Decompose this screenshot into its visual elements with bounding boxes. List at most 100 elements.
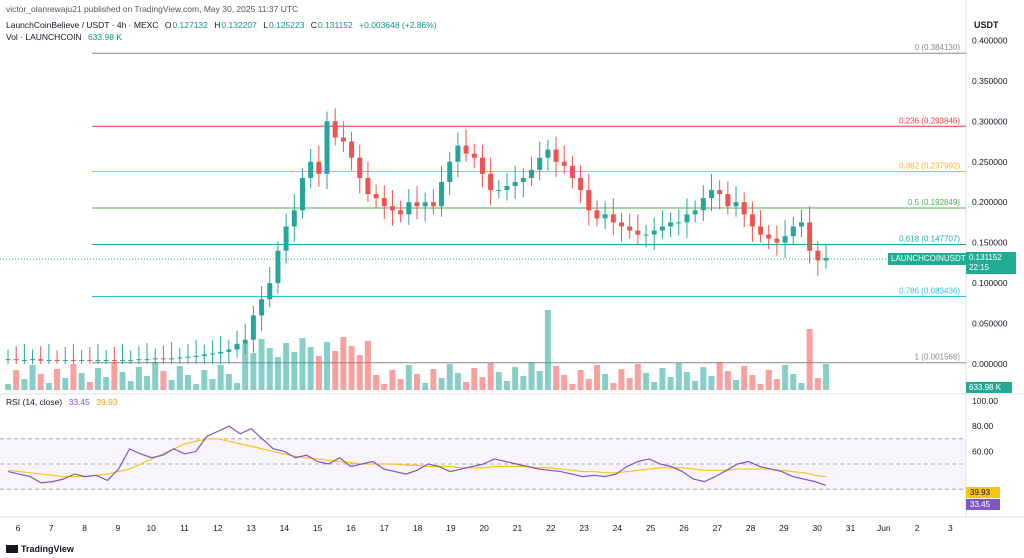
candle-body [381,198,387,207]
candle-body [160,358,166,360]
volume-bar [479,377,486,390]
volume-bar [397,379,404,390]
volume-bar [667,377,674,390]
volume-bar [54,369,61,390]
volume-bar [512,367,519,390]
volume-bar [70,364,77,390]
volume-bar [487,363,494,390]
volume-bar [683,372,690,390]
volume-label[interactable]: Vol · LAUNCHCOIN [6,32,82,42]
volume-bar [430,369,437,390]
rsi-tick-label: 100.00 [972,396,998,406]
candle-body [201,354,207,356]
volume-bar [62,378,69,390]
candle-body [439,181,445,207]
volume-bar [618,369,625,390]
candle-body [79,359,85,361]
fib-label: 0.236 (0.293846) [899,116,960,125]
volume-bar [86,382,93,390]
volume-bar [78,373,85,390]
volume-bar [144,376,151,390]
volume-bar [373,375,380,390]
price-tick-label: 0.100000 [972,278,1008,288]
candle-body [218,351,224,354]
candle-body [447,161,453,182]
volume-legend: Vol · LAUNCHCOIN 633.98 K [6,32,126,42]
time-axis-label: 31 [846,523,856,533]
candle-body [676,222,682,224]
candle-body [169,358,175,360]
candle-body [430,202,436,207]
volume-bar [283,343,290,390]
volume-bar [700,367,707,390]
time-axis-label: 20 [479,523,489,533]
candle-body [741,202,747,215]
fib-label: 0.382 (0.237992) [899,161,960,170]
candle-body [62,359,68,361]
time-axis-label: 3 [948,523,953,533]
volume-bar [561,375,568,390]
candle-body [128,359,134,361]
volume-bar [356,355,363,390]
volume-bar [405,365,412,390]
rsi-label[interactable]: RSI (14, close) [6,397,63,407]
candle-body [504,186,510,191]
candle-body [668,222,674,227]
candle-body [733,202,739,207]
candle-body [643,234,649,236]
fib-label: 0.5 (0.192849) [908,198,960,207]
candle-body [291,210,297,227]
open-value: 0.127132 [172,20,208,30]
time-axis-label: 22 [546,523,556,533]
volume-bar [765,370,772,390]
volume-bar [454,373,461,390]
candle-body [389,206,395,211]
volume-bar [13,370,20,390]
volume-bar [757,384,764,390]
candle-body [512,181,518,187]
volume-bar [176,366,183,390]
candle-body [455,145,461,162]
fib-label: 0 (0.384130) [915,43,961,52]
candle-body [496,190,502,192]
volume-bar [160,371,167,390]
volume-bar [593,365,600,390]
candle-body [250,315,256,340]
time-axis-label: 24 [613,523,623,533]
candle-body [684,214,690,223]
candle-body [488,173,494,191]
candle-body [406,202,412,215]
volume-bar [585,379,592,390]
candle-body [267,283,273,300]
high-value: 0.132207 [221,20,257,30]
candle-body [717,190,723,195]
candle-body [561,161,567,166]
fib-label: 0.786 (0.083436) [899,287,960,296]
symbol-price-badge: LAUNCHCOINUSDT [888,253,966,265]
candle-body [373,194,379,199]
volume-bar [364,341,371,390]
candle-body [529,169,535,178]
volume-bar [193,384,200,390]
time-axis-label: 27 [713,523,723,533]
candle-body [766,234,772,239]
candle-body [38,359,44,361]
time-axis-label: 6 [16,523,21,533]
volume-bar [168,380,175,390]
candle-body [594,210,600,219]
tradingview-footer[interactable]: TradingView [6,544,74,554]
candle-body [537,157,543,170]
volume-bar [315,356,322,390]
close-label: C [310,20,317,30]
volume-bar [389,370,396,390]
last-price-badge: 0.131152 22:15 [966,252,1016,274]
rsi-ma-line [7,438,827,478]
volume-bar [103,377,110,390]
fib-label: 1 (0.001568) [915,353,961,362]
symbol-title[interactable]: LaunchCoinBelieve / USDT · 4h · MEXC [6,20,159,30]
candle-body [193,355,199,357]
time-axis-label: 30 [812,523,822,533]
price-tick-label: 0.250000 [972,157,1008,167]
time-axis-label: 28 [746,523,756,533]
